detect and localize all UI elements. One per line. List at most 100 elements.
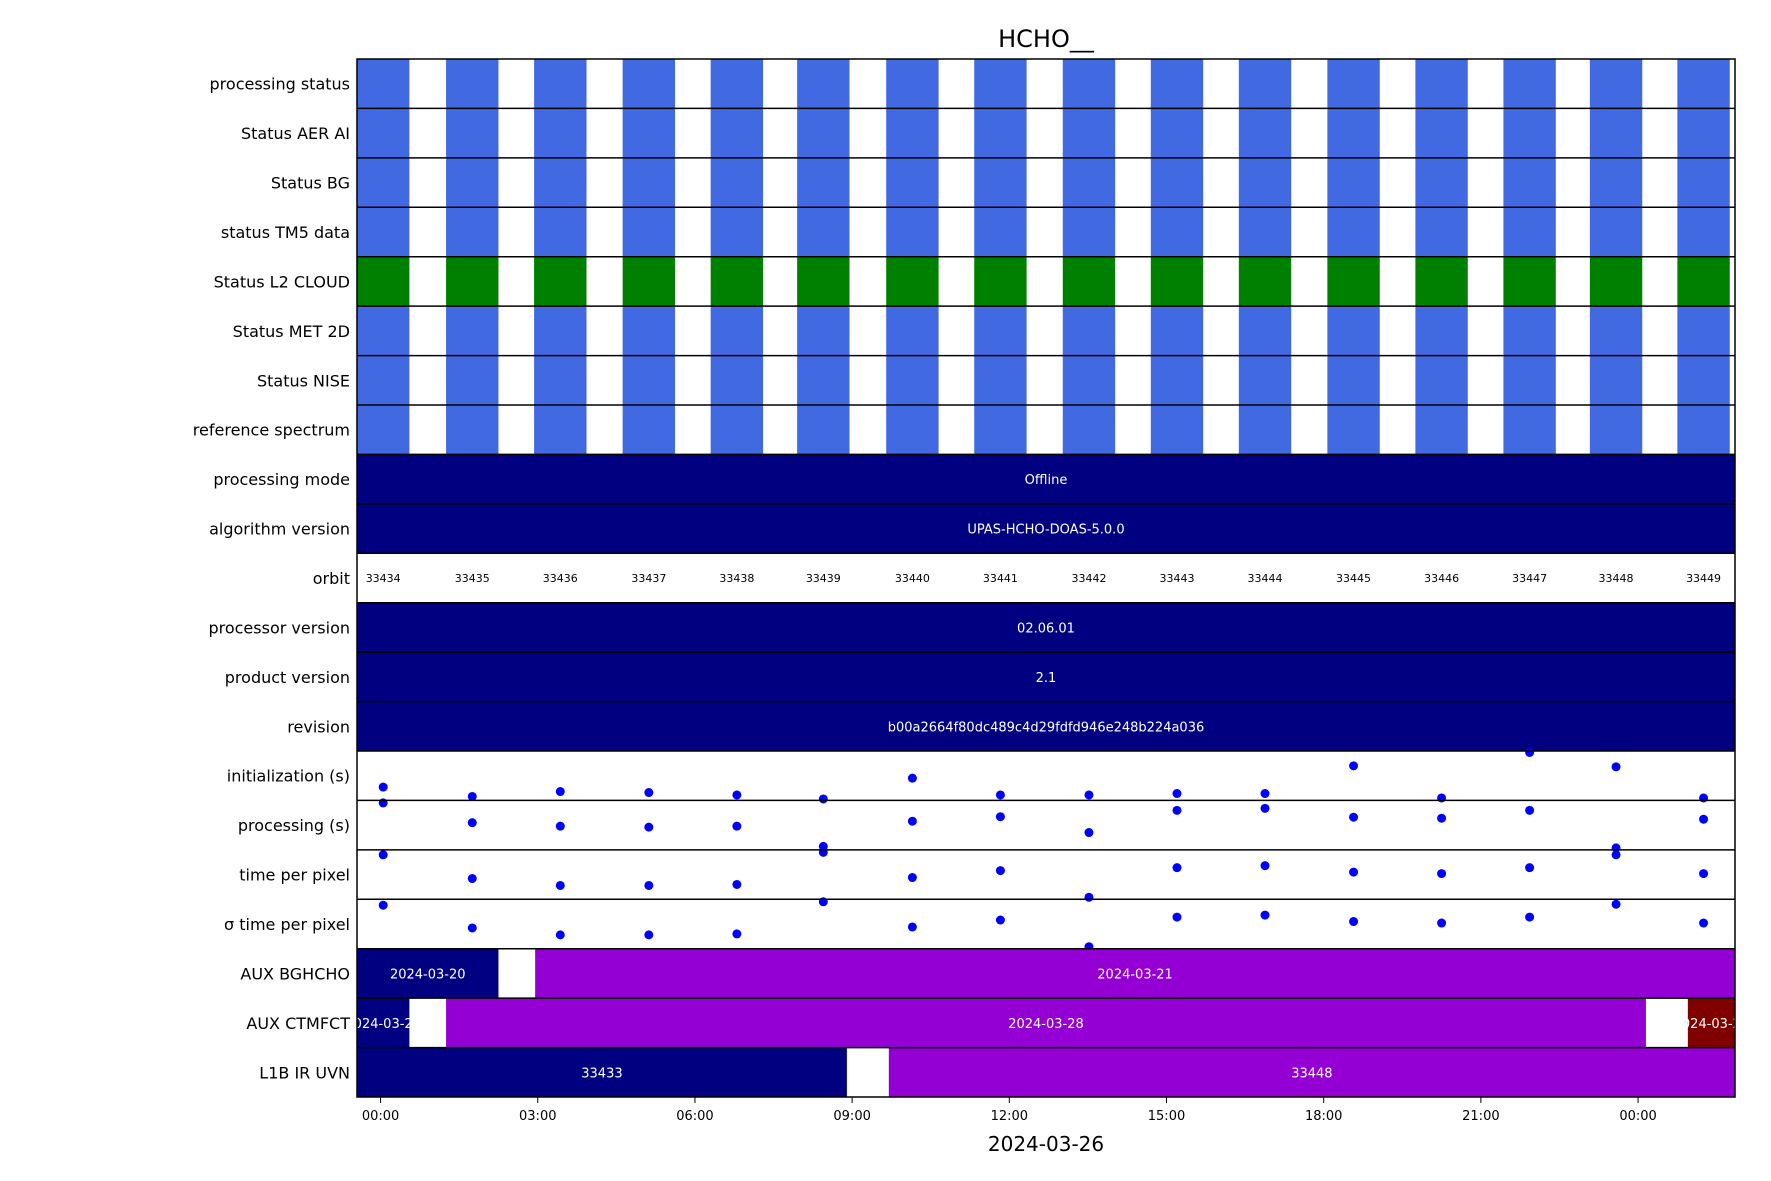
granule-bar — [357, 306, 410, 356]
granule-bar — [1150, 306, 1204, 356]
scatter-point — [1699, 814, 1709, 824]
scatter-point — [1260, 803, 1270, 813]
granule-bar — [1062, 157, 1116, 208]
granule-bar — [357, 108, 410, 158]
scatter-point — [907, 873, 917, 883]
granule-bar — [534, 355, 587, 405]
granule-bar — [974, 207, 1027, 257]
granule-bar — [1150, 256, 1204, 307]
granule-bar — [1589, 355, 1643, 405]
granule-bar — [1503, 306, 1556, 356]
row-label: algorithm version — [209, 520, 350, 539]
scatter-point — [732, 879, 742, 889]
granule-bar — [1327, 306, 1380, 356]
granule-bar — [1677, 355, 1730, 405]
scatter-point — [1611, 899, 1621, 909]
x-tick-label: 21:00 — [1462, 1109, 1499, 1124]
granule-bar — [1503, 59, 1556, 109]
orbit-number: 33444 — [1248, 572, 1283, 585]
granule-bar — [886, 157, 939, 208]
granule-bar — [797, 59, 850, 109]
scatter-point — [378, 850, 388, 860]
granule-bar — [1677, 59, 1730, 109]
granule-bar — [974, 108, 1027, 158]
scatter-point — [907, 773, 917, 783]
row-label: AUX CTMFCT — [246, 1014, 350, 1033]
scatter-point — [818, 794, 828, 804]
granule-bar — [886, 256, 939, 307]
granule-bar — [1589, 59, 1643, 109]
value-bar — [1687, 998, 1735, 1048]
scatter-point — [995, 812, 1005, 822]
granule-bar — [534, 157, 587, 208]
granule-bar — [1677, 306, 1730, 356]
granule-bar — [974, 59, 1027, 109]
scatter-point — [732, 821, 742, 831]
scatter-point — [378, 782, 388, 792]
granule-bar — [710, 108, 764, 158]
granule-bar — [1062, 207, 1116, 257]
row-label: σ time per pixel — [224, 915, 350, 934]
granule-bar — [1503, 207, 1556, 257]
row-label: revision — [287, 717, 350, 736]
scatter-point — [1437, 813, 1447, 823]
bar-label: b00a2664f80dc489c4d29fdfd946e248b224a036 — [888, 720, 1205, 735]
granule-bar — [1238, 355, 1292, 405]
scatter-point — [1525, 912, 1535, 922]
granule-bar — [1062, 306, 1116, 356]
granule-bar — [1150, 207, 1204, 257]
granule-bar — [1589, 405, 1643, 455]
row-label: Status MET 2D — [233, 322, 350, 341]
scatter-point — [995, 866, 1005, 876]
granule-bar — [886, 306, 939, 356]
scatter-point — [1349, 867, 1359, 877]
granule-bar — [1238, 157, 1292, 208]
value-bar — [357, 652, 1735, 702]
granule-bar — [797, 207, 850, 257]
scatter-point — [555, 821, 565, 831]
granule-bar — [622, 405, 676, 455]
row-label: Status L2 CLOUD — [214, 272, 350, 291]
row-label: initialization (s) — [227, 767, 350, 786]
granule-bar — [357, 405, 410, 455]
granule-bar — [1327, 108, 1380, 158]
orbit-number: 33439 — [806, 572, 841, 585]
granule-bar — [1415, 108, 1468, 158]
granule-bar — [1238, 405, 1292, 455]
bar-label: 2024-03-20 — [390, 967, 466, 982]
scatter-point — [1699, 869, 1709, 879]
granule-bar — [710, 59, 764, 109]
value-bar — [357, 701, 1735, 751]
orbit-number: 33435 — [455, 572, 490, 585]
granule-bar — [1327, 355, 1380, 405]
orbit-number: 33438 — [719, 572, 754, 585]
scatter-point — [1260, 910, 1270, 920]
granule-bar — [710, 207, 764, 257]
value-bar — [357, 998, 410, 1048]
granule-bar — [1062, 355, 1116, 405]
scatter-point — [644, 822, 654, 832]
row-label: Status BG — [271, 174, 350, 193]
scatter-point — [1349, 917, 1359, 927]
granule-bar — [974, 256, 1027, 307]
granule-bar — [1238, 256, 1292, 307]
granule-bar — [622, 157, 676, 208]
granule-bar — [1677, 207, 1730, 257]
granule-bar — [446, 405, 499, 455]
granule-bar — [1062, 59, 1116, 109]
granule-bar — [1415, 157, 1468, 208]
granule-bar — [1238, 207, 1292, 257]
value-bar — [446, 998, 1646, 1048]
row-label: orbit — [313, 569, 350, 588]
granule-bar — [446, 108, 499, 158]
granule-bar — [357, 355, 410, 405]
orbit-number: 33449 — [1686, 572, 1721, 585]
scatter-point — [1172, 789, 1182, 799]
granule-bar — [357, 157, 410, 208]
scatter-point — [644, 788, 654, 798]
granule-bar — [534, 256, 587, 307]
scatter-point — [1525, 747, 1535, 757]
granule-bar — [1589, 157, 1643, 208]
granule-bar — [797, 108, 850, 158]
granule-bar — [1503, 108, 1556, 158]
